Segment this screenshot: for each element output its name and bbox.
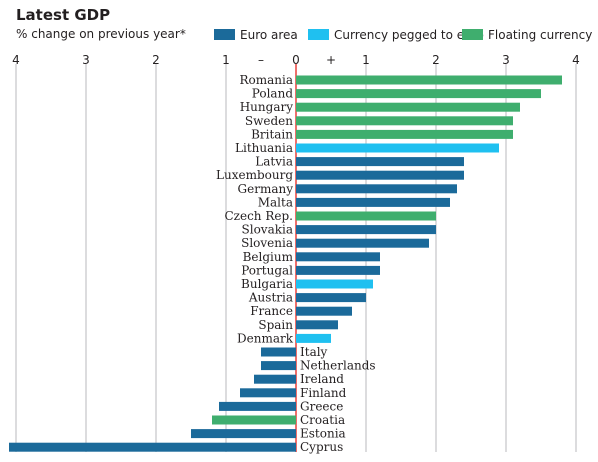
x-tick-label: 3	[502, 53, 510, 67]
legend-label-euro-area: Euro area	[240, 28, 298, 42]
category-label: Croatia	[300, 413, 345, 427]
x-tick-label: 0	[292, 53, 300, 67]
legend-item-euro-area: Euro area	[214, 28, 298, 42]
bar-latvia	[296, 157, 464, 167]
chart-title: Latest GDP	[16, 6, 111, 24]
category-label: Bulgaria	[241, 277, 293, 291]
bar-netherlands	[261, 361, 296, 371]
category-label: Germany	[238, 182, 294, 196]
category-label: Finland	[300, 386, 347, 400]
category-label: Ireland	[300, 372, 344, 386]
chart-subtitle: % change on previous year*	[16, 27, 186, 41]
bar-romania	[296, 75, 562, 85]
bar-france	[296, 306, 352, 316]
category-label: Denmark	[237, 331, 294, 345]
bar-germany	[296, 184, 457, 194]
category-label: Greece	[300, 399, 343, 413]
category-label: Slovakia	[242, 223, 293, 237]
category-label: Sweden	[245, 114, 293, 128]
bar-croatia	[212, 415, 296, 425]
category-label: Cyprus	[300, 440, 343, 454]
category-label: Slovenia	[241, 236, 293, 250]
legend-swatch-euro-area	[214, 29, 235, 40]
x-tick-label: 1	[222, 53, 230, 67]
bar-estonia	[191, 429, 296, 439]
x-tick-label: 1	[362, 53, 370, 67]
x-tick-label: 4	[12, 53, 20, 67]
bar-britain	[296, 129, 513, 139]
bar-austria	[296, 293, 366, 303]
category-label: Lithuania	[235, 141, 293, 155]
bar-hungary	[296, 102, 520, 112]
legend-item-pegged: Currency pegged to euro	[308, 28, 484, 42]
bar-lithuania	[296, 143, 499, 153]
x-tick-label: 3	[82, 53, 90, 67]
bar-bulgaria	[296, 279, 373, 289]
bar-poland	[296, 89, 541, 99]
bar-italy	[261, 347, 296, 357]
category-label: Austria	[248, 291, 293, 305]
category-label: Luxembourg	[216, 168, 293, 182]
category-label: Poland	[252, 87, 294, 101]
bar-ireland	[254, 374, 296, 384]
category-label: Netherlands	[300, 359, 376, 373]
x-tick-label: 2	[432, 53, 440, 67]
x-tick-label: +	[326, 53, 336, 67]
bar-sweden	[296, 116, 513, 126]
bar-belgium	[296, 252, 380, 262]
x-tick-label: 4	[572, 53, 580, 67]
legend-label-floating: Floating currency	[488, 28, 593, 42]
category-label: Spain	[258, 318, 293, 332]
bar-cyprus	[9, 442, 296, 452]
x-tick-label: –	[258, 53, 264, 67]
category-label: Britain	[251, 127, 293, 141]
category-label: Czech Rep.	[224, 209, 293, 223]
bar-greece	[219, 401, 296, 411]
legend-swatch-floating	[462, 29, 483, 40]
bar-denmark	[296, 333, 331, 343]
bar-malta	[296, 197, 450, 207]
category-label: Latvia	[255, 155, 293, 169]
legend-swatch-pegged	[308, 29, 329, 40]
bar-finland	[240, 388, 296, 398]
x-tick-label: 2	[152, 53, 160, 67]
category-label: Belgium	[243, 250, 294, 264]
category-label: Hungary	[240, 100, 293, 114]
category-label: Malta	[258, 195, 293, 209]
bar-slovenia	[296, 238, 429, 248]
category-label: Portugal	[241, 263, 293, 277]
category-label: Estonia	[300, 427, 346, 441]
bar-spain	[296, 320, 338, 330]
category-label: France	[250, 304, 293, 318]
bar-czech-rep	[296, 211, 436, 221]
bar-slovakia	[296, 225, 436, 235]
legend-label-pegged: Currency pegged to euro	[334, 28, 484, 42]
bar-portugal	[296, 265, 380, 275]
legend-item-floating: Floating currency	[462, 28, 592, 42]
bar-luxembourg	[296, 170, 464, 180]
category-label: Italy	[300, 345, 328, 359]
category-label: Romania	[239, 73, 293, 87]
